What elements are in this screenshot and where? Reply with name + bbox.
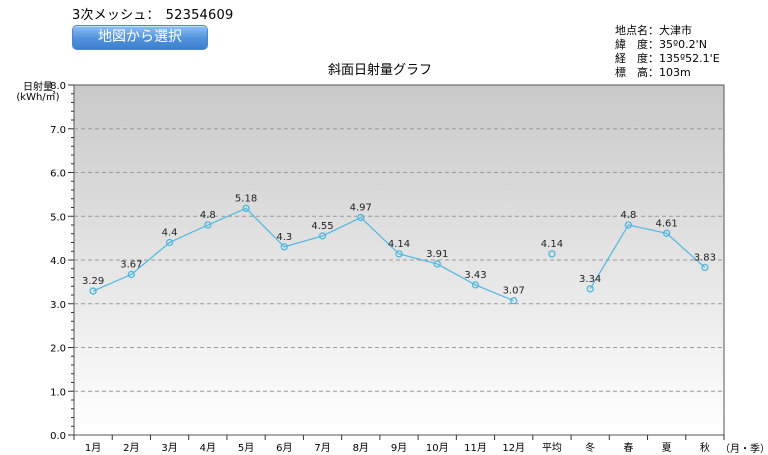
data-label: 5.18 xyxy=(235,193,257,204)
x-tick-label: 5月 xyxy=(238,442,254,454)
data-point xyxy=(510,297,518,305)
info-row-elevation: 標 高：103m xyxy=(615,66,765,80)
location-info-panel: 地点名：大津市 緯 度：35º0.2'N 経 度：135º52.1'E 標 高：… xyxy=(615,24,765,80)
x-axis-label: （月・季） xyxy=(720,443,768,455)
data-label: 3.34 xyxy=(579,274,601,285)
data-point xyxy=(127,270,136,279)
mesh-label: 3次メッシュ： xyxy=(72,8,160,23)
data-point xyxy=(471,281,480,289)
info-row-latitude: 緯 度：35º0.2'N xyxy=(615,38,765,52)
y-tick-label: 8.0 xyxy=(50,81,66,92)
data-point xyxy=(586,285,594,293)
x-tick-label: 10月 xyxy=(426,442,449,454)
data-label: 4.4 xyxy=(162,228,178,239)
y-tick-labels: 0.0 1.0 2.0 3.0 4.0 5.0 6.0 7.0 8.0 xyxy=(50,81,66,442)
chart-title: 斜面日射量グラフ xyxy=(328,62,432,78)
select-from-map-button[interactable]: 地図から選択 xyxy=(72,25,208,50)
info-value: 35º0.2'N xyxy=(659,38,707,51)
series-line xyxy=(589,224,706,290)
x-tick-labels: 1月 2月 3月 4月 5月 6月 7月 8月 9月 10月 11月 12月 平均 冬 春 夏 秋 xyxy=(85,441,710,454)
info-label: 標 高： xyxy=(615,66,659,79)
x-tick-label: 4月 xyxy=(200,442,216,454)
x-tick-label: 7月 xyxy=(314,442,330,454)
y-tick-label: 4.0 xyxy=(50,256,66,267)
mesh-code: 52354609 xyxy=(165,8,234,23)
data-label: 3.91 xyxy=(426,249,448,260)
data-labels: 3.29 3.67 4.4 4.8 5.18 4.3 4.55 4.97 4.14 3.91 3.4… xyxy=(82,193,716,296)
axes xyxy=(68,84,725,440)
x-tick-label: 1月 xyxy=(85,442,101,454)
y-tick-label: 3.0 xyxy=(50,300,66,311)
data-label: 4.14 xyxy=(388,239,410,250)
x-tick-label: 12月 xyxy=(502,442,525,454)
data-points xyxy=(89,204,709,305)
data-point xyxy=(395,250,403,258)
info-row-longitude: 経 度：135º52.1'E xyxy=(615,52,765,66)
data-label: 4.97 xyxy=(350,203,372,214)
data-point xyxy=(433,260,441,268)
data-label: 4.14 xyxy=(541,239,563,250)
data-point xyxy=(242,204,250,213)
x-tick-label: 8月 xyxy=(353,442,369,454)
data-label: 3.07 xyxy=(503,286,525,297)
y-tick-label: 1.0 xyxy=(50,387,66,398)
series-line xyxy=(92,207,514,302)
grid-lines xyxy=(74,128,724,392)
data-label: 3.83 xyxy=(694,252,716,263)
y-tick-label: 5.0 xyxy=(50,212,66,223)
x-tick-label: 11月 xyxy=(464,442,487,454)
data-label: 3.67 xyxy=(120,259,142,270)
y-axis-label-line1: 日射量 xyxy=(23,81,53,93)
info-value: 135º52.1'E xyxy=(659,52,720,65)
data-point xyxy=(165,238,174,247)
x-tick-label: 6月 xyxy=(276,442,292,454)
data-label: 4.8 xyxy=(200,210,216,221)
info-label: 緯 度： xyxy=(615,38,659,51)
data-point xyxy=(280,243,288,251)
data-point xyxy=(357,213,365,222)
data-point xyxy=(701,263,709,272)
data-point xyxy=(624,221,633,229)
y-tick-label: 0.0 xyxy=(50,431,66,442)
x-tick-label: 春 xyxy=(623,442,633,454)
x-tick-label: 冬 xyxy=(585,441,595,454)
mesh-code-label: 3次メッシュ： 52354609 xyxy=(72,4,233,23)
data-point xyxy=(662,229,671,237)
data-label: 3.43 xyxy=(464,270,486,281)
data-label: 4.8 xyxy=(620,210,636,221)
x-tick-label: 2月 xyxy=(123,442,139,454)
info-row-name: 地点名：大津市 xyxy=(615,24,765,38)
y-tick-label: 7.0 xyxy=(50,125,66,136)
x-tick-label: 平均 xyxy=(542,442,562,454)
info-label: 地点名： xyxy=(615,24,659,37)
data-point xyxy=(204,221,212,229)
data-label: 4.61 xyxy=(656,218,678,229)
y-tick-label: 6.0 xyxy=(50,169,66,180)
y-axis-label-line2: (kWh/㎡) xyxy=(16,91,59,103)
info-value: 103m xyxy=(659,66,691,79)
data-label: 4.3 xyxy=(276,232,292,243)
info-label: 経 度： xyxy=(615,52,659,65)
y-tick-label: 2.0 xyxy=(50,344,66,355)
x-tick-label: 9月 xyxy=(391,442,407,454)
x-tick-label: 3月 xyxy=(161,442,177,454)
x-tick-label: 秋 xyxy=(700,441,710,454)
data-point xyxy=(89,287,97,295)
info-value: 大津市 xyxy=(659,24,692,37)
series-lines xyxy=(92,207,706,302)
x-tick-label: 夏 xyxy=(662,442,672,454)
data-point xyxy=(318,232,327,240)
data-label: 3.29 xyxy=(82,276,104,287)
data-point xyxy=(548,250,556,258)
data-label: 4.55 xyxy=(311,221,333,232)
